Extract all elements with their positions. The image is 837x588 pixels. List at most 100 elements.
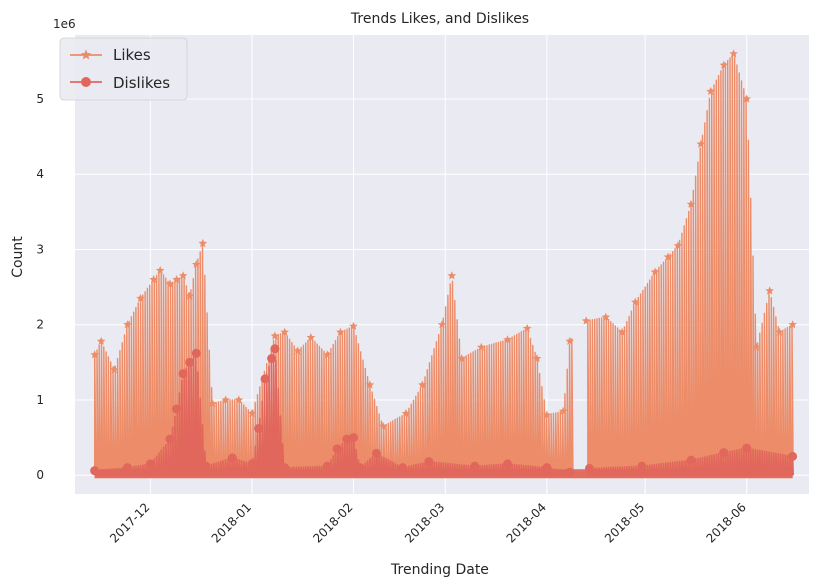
likes-point	[503, 335, 512, 344]
x-tick-label: 2018-04	[504, 500, 549, 545]
likes-point	[447, 271, 457, 280]
dislikes-point	[178, 369, 188, 379]
likes-point	[165, 279, 175, 288]
y-tick-label: 1	[36, 393, 44, 407]
dislikes-point	[355, 463, 365, 473]
dislikes-point	[742, 443, 752, 453]
dislikes-point	[247, 459, 257, 469]
likes-point	[293, 346, 303, 355]
x-tick-label: 2018-05	[602, 500, 647, 545]
dislikes-point	[185, 357, 195, 367]
dislikes-point	[191, 348, 201, 358]
likes-point	[418, 380, 427, 389]
likes-point	[650, 267, 660, 276]
legend: Likes Dislikes	[59, 37, 188, 101]
dislikes-point	[280, 463, 290, 473]
likes-point	[765, 286, 774, 295]
y-tick-label: 2	[36, 318, 44, 332]
y-tick-label: 5	[36, 92, 44, 106]
dislikes-point	[122, 463, 132, 473]
likes-point	[185, 291, 194, 300]
x-tick-label: 2018-03	[402, 500, 447, 545]
dislikes-point	[349, 433, 359, 443]
dislikes-point	[565, 467, 575, 477]
likes-point	[522, 324, 532, 333]
likes-point	[172, 275, 181, 284]
likes-point	[663, 252, 673, 261]
dislikes-point	[542, 463, 552, 473]
likes-point	[719, 60, 729, 69]
likes-point	[90, 350, 99, 359]
likes-point	[673, 241, 683, 250]
y-tick-label: 4	[36, 167, 44, 181]
dislikes-point	[788, 451, 798, 461]
likes-point	[349, 321, 358, 330]
dislikes-point	[260, 374, 270, 384]
x-tick-label: 2018-06	[704, 500, 749, 545]
likes-point	[775, 327, 784, 336]
likes-point	[542, 410, 552, 419]
likes-point	[234, 395, 244, 404]
likes-point	[631, 297, 640, 306]
dislikes-point	[254, 424, 263, 434]
likes-point	[559, 406, 568, 415]
series-dislikes	[90, 344, 798, 479]
dislikes-point	[584, 463, 594, 473]
dislikes-point	[637, 461, 647, 471]
likes-point	[323, 350, 332, 359]
legend-dislikes-label: Dislikes	[113, 74, 170, 92]
likes-point	[477, 342, 486, 351]
y-tick-label: 0	[36, 468, 44, 482]
likes-point	[123, 320, 132, 329]
dislikes-point	[719, 448, 729, 458]
dislikes-point	[322, 461, 332, 471]
legend-box	[59, 37, 188, 101]
likes-point	[752, 342, 761, 351]
dislikes-point	[90, 466, 100, 476]
dislikes-point	[172, 404, 182, 414]
likes-point	[136, 293, 145, 302]
dislikes-point	[227, 453, 237, 463]
dislikes-point	[503, 459, 513, 469]
dislikes-point	[145, 459, 155, 469]
x-tick-label: 2018-02	[310, 500, 355, 545]
likes-point	[110, 365, 119, 374]
likes-point	[788, 320, 797, 329]
likes-point	[192, 260, 201, 269]
likes-point	[155, 266, 165, 275]
likes-point	[437, 320, 447, 329]
likes-point	[306, 333, 316, 342]
likes-point	[270, 331, 280, 340]
y-multiplier-label: 1e6	[53, 17, 76, 31]
x-axis-title: Trending Date	[390, 562, 489, 578]
dislikes-point	[470, 461, 480, 471]
likes-point	[729, 49, 738, 58]
likes-point	[247, 409, 257, 418]
likes-point	[457, 354, 466, 363]
likes-point	[686, 199, 696, 208]
likes-point	[706, 86, 715, 96]
likes-point	[401, 409, 411, 418]
likes-point	[336, 327, 345, 336]
likes-point	[208, 399, 217, 408]
legend-likes-star-icon	[80, 49, 92, 60]
likes-point	[198, 238, 208, 248]
y-axis-title: Count	[10, 236, 26, 278]
series-baseline-band	[94, 469, 793, 479]
chart-title: Trends Likes, and Dislikes	[350, 11, 529, 27]
likes-point	[378, 421, 388, 430]
dislikes-point	[201, 461, 211, 471]
y-tick-label: 3	[36, 242, 44, 256]
likes-point	[601, 312, 611, 321]
likes-point	[280, 327, 289, 336]
x-tick-label: 2017-12	[107, 500, 152, 545]
likes-point	[742, 94, 751, 103]
likes-point	[365, 380, 375, 389]
dislikes-point	[270, 344, 280, 354]
x-tick-label: 2018-01	[209, 500, 254, 545]
dislikes-point	[686, 455, 696, 465]
dislikes-point	[398, 463, 408, 473]
dislikes-point	[165, 434, 175, 444]
dislikes-point	[332, 444, 342, 454]
